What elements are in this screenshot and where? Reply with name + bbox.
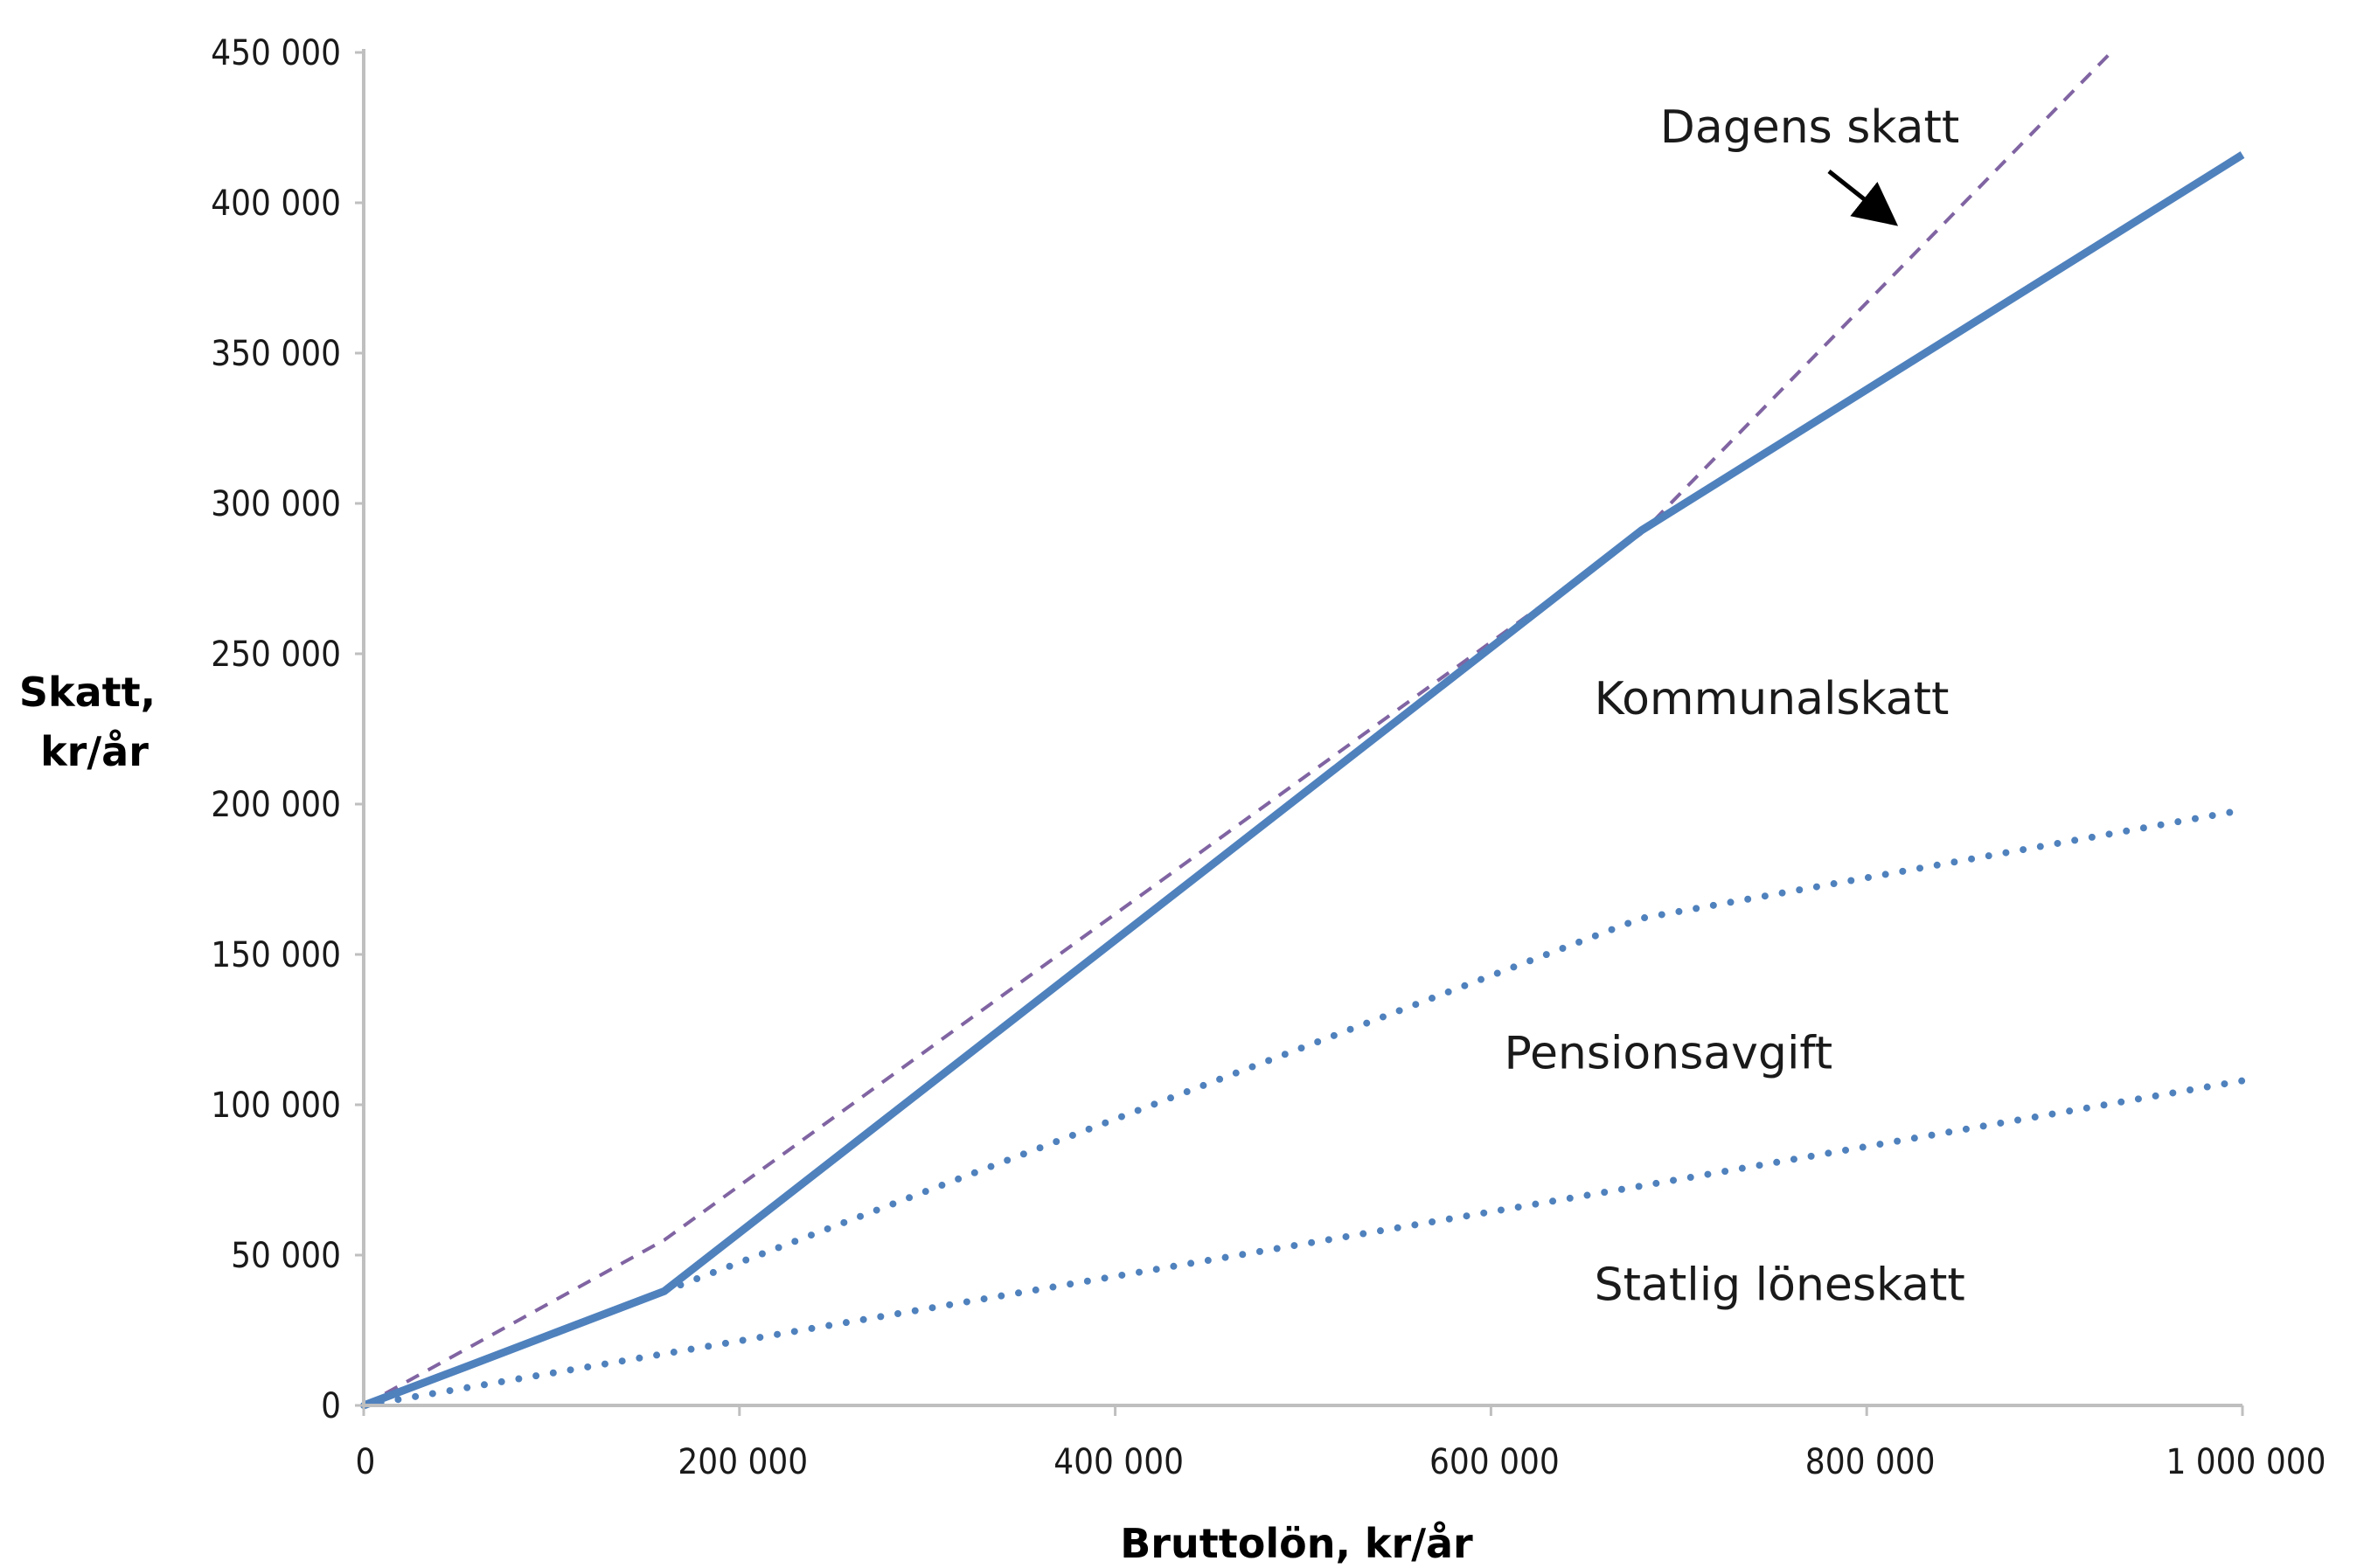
series-line-1: [363, 51, 2113, 1407]
axes-layer: [362, 49, 2242, 1407]
annotation-label-1: Dagens skatt: [1660, 101, 1959, 154]
annotation-label-4: Statlig löneskatt: [1595, 1259, 1965, 1312]
y-tick-label: 100 000: [211, 1086, 341, 1126]
y-axis-label-line-2: kr/år: [40, 728, 149, 775]
annotation-label-2: Kommunalskatt: [1595, 673, 1950, 725]
x-tick-label: 0: [356, 1442, 376, 1482]
annotation-label-3: Pensionsavgift: [1504, 1028, 1832, 1080]
y-tick-label: 250 000: [211, 635, 341, 675]
x-axis-label: Bruttolön, kr/år: [1120, 1520, 1473, 1567]
y-axis-label: Skatt, kr/år: [19, 669, 170, 775]
y-tick-label: 300 000: [211, 484, 341, 524]
y-axis-label-line-1: Skatt,: [19, 669, 156, 716]
y-tick-label: 50 000: [231, 1236, 341, 1276]
x-tick-label: 400 000: [1053, 1442, 1184, 1482]
x-tick-label: 1 000 000: [2166, 1442, 2326, 1482]
series-line-3: [660, 806, 2246, 1295]
y-tick-label: 200 000: [211, 785, 341, 825]
x-tick-label: 200 000: [678, 1442, 808, 1482]
series-line-4: [360, 1077, 2246, 1409]
x-tick-label: 800 000: [1805, 1442, 1936, 1482]
y-tick-label: 0: [321, 1386, 341, 1426]
y-tick-label: 400 000: [211, 184, 341, 224]
x-tick-label: 600 000: [1429, 1442, 1560, 1482]
y-tick-label: 150 000: [211, 935, 341, 975]
annotation-arrow: [1827, 170, 1899, 226]
y-tick-label: 450 000: [211, 33, 341, 73]
ticks-layer: 0 50 000 100 000 150 000 200 000 250 000 300 0…: [211, 33, 2326, 1482]
series-layer: [360, 51, 2246, 1410]
y-tick-label: 350 000: [211, 334, 341, 374]
annotation-layer: Dagens skatt Kommunalskatt Pensionsavgift S…: [1504, 101, 1964, 1311]
